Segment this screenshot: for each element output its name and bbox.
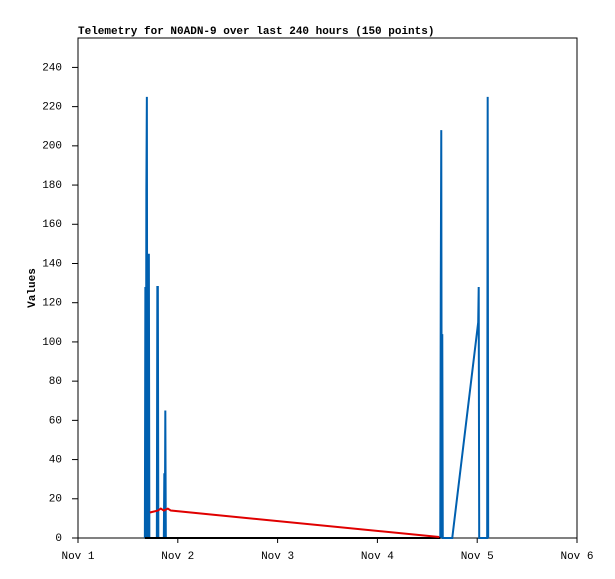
x-tick-label: Nov 5 bbox=[461, 551, 494, 563]
y-tick-label: 120 bbox=[42, 298, 62, 310]
y-tick-label: 20 bbox=[49, 494, 62, 506]
y-tick-label: 0 bbox=[55, 533, 62, 545]
y-tick-label: 200 bbox=[42, 141, 62, 153]
x-tick-label: Nov 6 bbox=[560, 551, 593, 563]
plot-frame bbox=[77, 37, 578, 539]
y-tick-label: 240 bbox=[42, 62, 62, 74]
x-tick-label: Nov 1 bbox=[61, 551, 94, 563]
y-tick-label: 60 bbox=[49, 415, 62, 427]
series-line bbox=[143, 96, 490, 539]
y-tick-label: 100 bbox=[42, 337, 62, 349]
y-tick-label: 160 bbox=[42, 219, 62, 231]
x-tick-label: Nov 2 bbox=[161, 551, 194, 563]
y-tick-label: 140 bbox=[42, 258, 62, 270]
chart-title: Telemetry for N0ADN-9 over last 240 hour… bbox=[78, 26, 434, 38]
y-tick-label: 80 bbox=[49, 376, 62, 388]
x-tick-label: Nov 4 bbox=[361, 551, 394, 563]
y-axis-label: Values bbox=[27, 268, 39, 308]
y-tick-label: 220 bbox=[42, 102, 62, 114]
y-tick-label: 40 bbox=[49, 454, 62, 466]
y-tick-label: 180 bbox=[42, 180, 62, 192]
series-line bbox=[149, 507, 440, 539]
x-tick-label: Nov 3 bbox=[261, 551, 294, 563]
